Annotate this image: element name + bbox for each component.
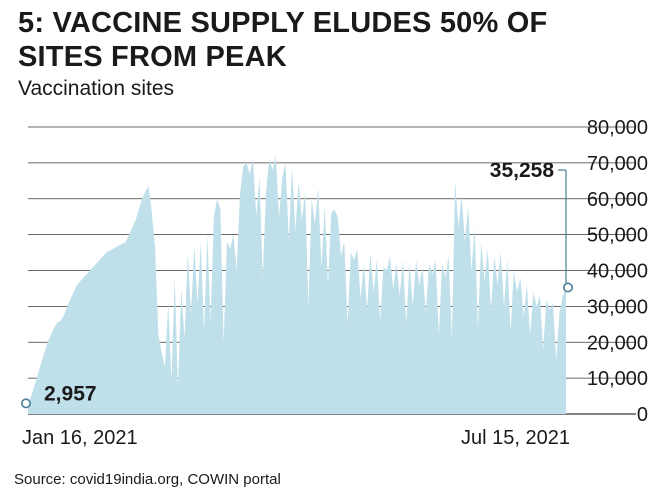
y-tick-label: 70,000: [587, 153, 648, 175]
y-tick-label: 80,000: [587, 117, 648, 139]
start-point-marker: [20, 398, 31, 409]
y-tick-label: 60,000: [587, 189, 648, 211]
y-tick-label: 20,000: [587, 332, 648, 354]
y-tick-label: 0: [637, 404, 648, 426]
chart-title: 5: VACCINE SUPPLY ELUDES 50% OF SITES FR…: [18, 7, 548, 73]
x-axis-date-label: Jul 15, 2021: [461, 427, 570, 449]
x-axis-date-label: Jan 16, 2021: [22, 427, 138, 449]
vaccination-sites-area: [28, 155, 566, 414]
end-point-marker: [562, 282, 573, 293]
y-axis-tick-labels: 0 10,000 20,000 30,000 40,000 50,000 60,000 70,…: [587, 117, 648, 426]
x-axis-date-labels: Jan 16, 2021 Jul 15, 2021: [22, 427, 570, 449]
plot-area: [28, 155, 566, 414]
chart-subtitle: Vaccination sites: [18, 77, 175, 100]
y-tick-label: 40,000: [587, 261, 648, 283]
start-value-label: 2,957: [44, 382, 97, 405]
source-note: Source: covid19india.org, COWIN portal: [14, 471, 281, 488]
y-tick-label: 30,000: [587, 296, 648, 318]
end-value-label: 35,258: [490, 159, 555, 182]
y-tick-label: 50,000: [587, 225, 648, 247]
callout-annotations: 2,957 35,258: [20, 159, 573, 409]
y-tick-label: 10,000: [587, 368, 648, 390]
